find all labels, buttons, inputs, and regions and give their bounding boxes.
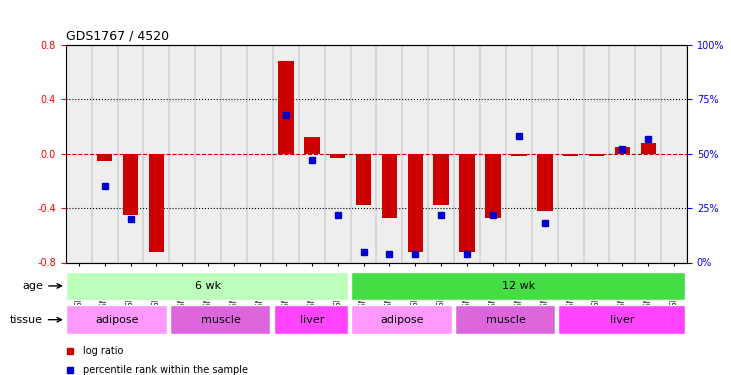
Bar [148,154,164,252]
Bar [278,62,294,154]
Bar [351,305,452,334]
Bar [273,305,348,334]
Bar [408,154,423,252]
Text: log ratio: log ratio [83,346,124,356]
Text: adipose: adipose [381,315,424,325]
Bar [170,305,270,334]
Bar [96,154,113,160]
Text: muscle: muscle [201,315,241,325]
Bar [330,154,345,158]
Bar [455,305,556,334]
Text: liver: liver [300,315,324,325]
Text: adipose: adipose [96,315,140,325]
Bar [615,147,630,154]
Text: liver: liver [610,315,635,325]
Bar [563,154,578,156]
Text: age: age [22,281,61,291]
Bar [123,154,138,215]
Bar [66,272,348,300]
Bar [485,154,501,218]
Bar [537,154,553,211]
Bar [558,305,685,334]
Text: 12 wk: 12 wk [502,281,536,291]
Bar [433,154,449,206]
Bar [351,272,685,300]
Bar [67,305,167,334]
Text: GDS1767 / 4520: GDS1767 / 4520 [66,30,169,42]
Text: percentile rank within the sample: percentile rank within the sample [83,365,249,375]
Text: tissue: tissue [10,315,61,325]
Bar [459,154,475,252]
Text: 6 wk: 6 wk [195,281,221,291]
Bar [382,154,397,218]
Bar [640,143,656,154]
Bar [511,154,526,156]
Bar [588,154,605,156]
Text: muscle: muscle [486,315,526,325]
Bar [304,138,319,154]
Bar [356,154,371,206]
